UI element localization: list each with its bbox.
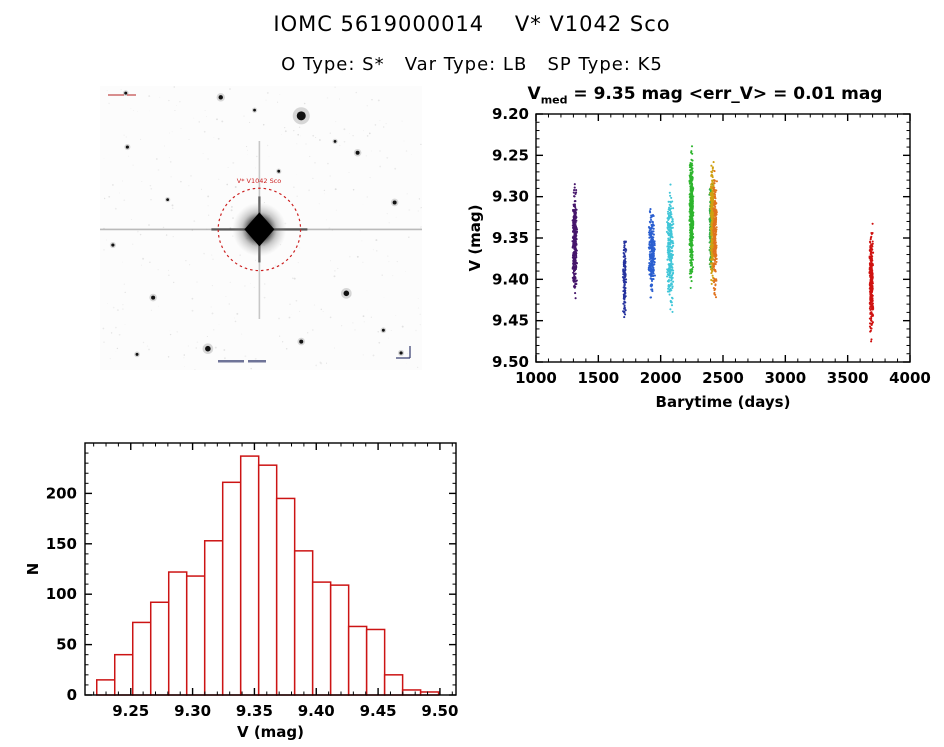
lightcurve-title-var: V [527,84,541,104]
svg-text:1500: 1500 [577,369,619,387]
histogram-bar [257,464,278,696]
svg-text:N: N [24,563,42,576]
histogram-bar [149,601,170,696]
histogram-bar [221,481,242,696]
histogram-plot: 9.25 9.30 9.35 9.40 9.45 9.50 0 50 100 150 200 V (m… [24,442,458,741]
svg-text:9.25: 9.25 [492,146,529,164]
svg-text:9.20: 9.20 [492,105,529,123]
svg-text:9.25: 9.25 [112,702,149,720]
series-epoch-8-orange [712,170,718,299]
histogram-bar [293,550,314,696]
svg-text:9.50: 9.50 [421,702,458,720]
series-epoch-3-blue [647,208,657,299]
histogram-bar [311,581,332,696]
svg-text:3000: 3000 [764,369,806,387]
histogram-bar [239,455,260,696]
histogram-bar [275,497,296,696]
svg-text:9.45: 9.45 [360,702,397,720]
svg-text:100: 100 [46,585,77,603]
svg-text:9.40: 9.40 [492,270,529,288]
histogram-bar [113,653,134,696]
histogram-bar [329,584,350,696]
series-epoch-9-red [868,222,875,343]
svg-text:9.30: 9.30 [174,702,211,720]
histogram-bar [167,571,188,696]
svg-text:150: 150 [46,535,77,553]
finding-chart-target-label: V* V1042 Sco [237,177,282,185]
svg-text:9.35: 9.35 [236,702,273,720]
lightcurve-title: Vmed = 9.35 mag <err_V> = 0.01 mag [470,84,940,106]
svg-text:2500: 2500 [702,369,744,387]
series-epoch-4-cyan [665,183,675,313]
lightcurve-title-var-sub: med [540,93,568,107]
histogram-bar [347,625,368,696]
svg-text:V (mag): V (mag) [237,723,304,741]
svg-text:200: 200 [46,484,77,502]
svg-text:V (mag): V (mag) [466,204,484,271]
series-epoch-5-green [688,145,695,289]
histogram-bar [401,689,422,696]
histogram-bar [203,540,224,696]
histogram-bar [185,575,206,696]
svg-text:9.30: 9.30 [492,188,529,206]
page-title: IOMC 5619000014 V* V1042 Sco [273,12,671,36]
svg-text:2000: 2000 [640,369,682,387]
svg-text:Barytime (days): Barytime (days) [656,393,791,411]
svg-text:50: 50 [56,636,77,654]
svg-text:9.40: 9.40 [298,702,335,720]
svg-text:4000: 4000 [889,369,931,387]
svg-text:9.35: 9.35 [492,229,529,247]
page-subtitle: O Type: S* Var Type: LB SP Type: K5 [281,54,663,75]
svg-text:0: 0 [67,686,77,704]
histogram-bar [131,621,152,696]
lightcurve-title-rest: = 9.35 mag <err_V> = 0.01 mag [567,84,883,104]
series-epoch-2-navy [621,240,628,319]
histogram-bar [383,674,404,696]
svg-text:9.50: 9.50 [492,353,529,371]
finding-chart-image: V* V1042 Sco [100,86,422,370]
histogram-bar [365,628,386,696]
svg-text:3500: 3500 [827,369,869,387]
lightcurve-plot: 1000 1500 2000 2500 3000 3500 4000 9.20 9.25 9.30… [466,105,931,411]
svg-text:1000: 1000 [515,369,557,387]
series-epoch-1-violet [571,183,579,300]
svg-text:9.45: 9.45 [492,312,529,330]
